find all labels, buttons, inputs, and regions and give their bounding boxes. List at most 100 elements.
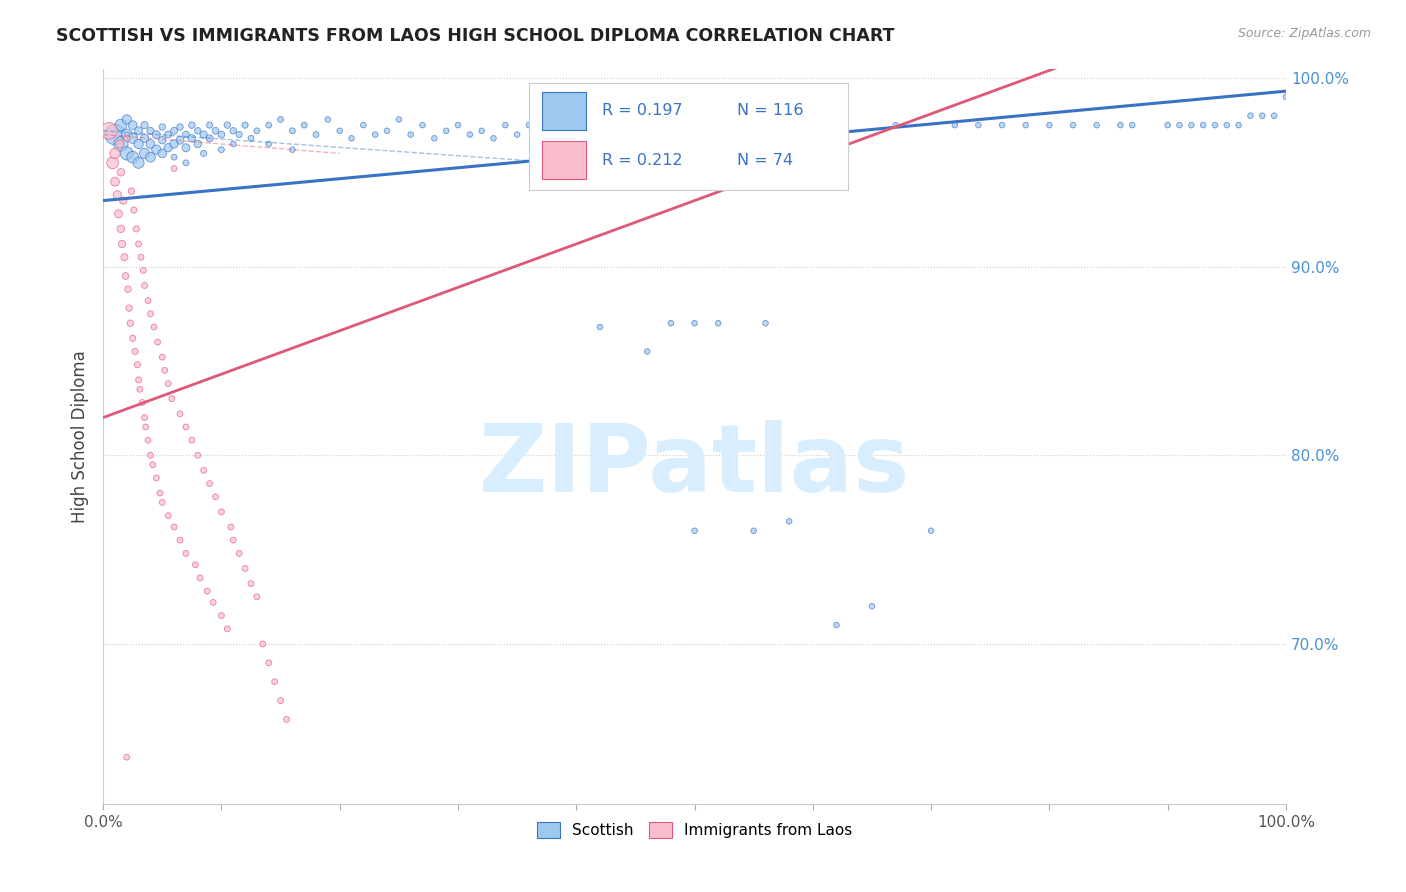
Point bbox=[127, 358, 149, 372]
Point bbox=[292, 118, 315, 132]
Point bbox=[778, 514, 800, 528]
Point bbox=[246, 590, 269, 604]
Point bbox=[1263, 109, 1285, 123]
Point bbox=[112, 250, 135, 264]
Point bbox=[110, 222, 132, 236]
Point bbox=[150, 120, 173, 134]
Point bbox=[471, 124, 494, 138]
Point bbox=[128, 237, 150, 252]
Point bbox=[131, 395, 153, 409]
Point bbox=[101, 156, 124, 170]
Point bbox=[1085, 118, 1108, 132]
Point bbox=[340, 131, 363, 145]
Point bbox=[217, 622, 239, 636]
Point bbox=[281, 143, 304, 157]
Point bbox=[150, 350, 173, 364]
Point bbox=[600, 118, 623, 132]
Point bbox=[139, 307, 162, 321]
Point bbox=[107, 207, 129, 221]
Point bbox=[174, 156, 197, 170]
Point bbox=[434, 124, 457, 138]
Point bbox=[108, 136, 131, 151]
Point bbox=[884, 118, 907, 132]
Point bbox=[305, 128, 328, 142]
Point bbox=[98, 124, 121, 138]
Point bbox=[198, 131, 221, 145]
Point bbox=[157, 128, 180, 142]
Point bbox=[494, 118, 516, 132]
Point bbox=[169, 120, 191, 134]
Point bbox=[115, 146, 138, 161]
Point bbox=[128, 124, 150, 138]
Point bbox=[195, 584, 218, 599]
Point bbox=[121, 150, 143, 164]
Point bbox=[114, 268, 136, 283]
Point bbox=[257, 656, 280, 670]
Point bbox=[202, 595, 225, 609]
Point bbox=[188, 571, 211, 585]
Point bbox=[128, 136, 150, 151]
Point bbox=[1109, 118, 1132, 132]
Point bbox=[136, 433, 159, 447]
Point bbox=[150, 495, 173, 509]
Point bbox=[125, 222, 148, 236]
Point bbox=[447, 118, 470, 132]
Point bbox=[128, 373, 150, 387]
Point bbox=[139, 150, 162, 164]
Point bbox=[142, 458, 165, 472]
Point bbox=[217, 118, 239, 132]
Point bbox=[257, 136, 280, 151]
Point bbox=[134, 410, 156, 425]
Point bbox=[1216, 118, 1239, 132]
Point bbox=[174, 546, 197, 560]
Point bbox=[257, 118, 280, 132]
Point bbox=[115, 128, 138, 142]
Y-axis label: High School Diploma: High School Diploma bbox=[72, 350, 89, 523]
Point bbox=[174, 141, 197, 155]
Point bbox=[193, 463, 215, 477]
Point bbox=[1038, 118, 1060, 132]
Point bbox=[1062, 118, 1084, 132]
Point bbox=[731, 118, 754, 132]
Point bbox=[146, 335, 169, 350]
Point bbox=[157, 508, 180, 523]
Point bbox=[506, 128, 529, 142]
Point bbox=[187, 124, 209, 138]
Point bbox=[160, 392, 183, 406]
Point bbox=[180, 433, 202, 447]
Point bbox=[145, 471, 167, 485]
Point bbox=[1227, 118, 1250, 132]
Point bbox=[128, 382, 150, 396]
Point bbox=[352, 118, 374, 132]
Point bbox=[263, 674, 285, 689]
Point bbox=[209, 608, 232, 623]
Point bbox=[150, 133, 173, 147]
Point bbox=[184, 558, 207, 572]
Point bbox=[329, 124, 352, 138]
Point bbox=[204, 490, 226, 504]
Point bbox=[198, 476, 221, 491]
Point bbox=[134, 131, 156, 145]
Point bbox=[149, 486, 172, 500]
Point bbox=[204, 124, 226, 138]
Point bbox=[411, 118, 433, 132]
Point bbox=[115, 131, 138, 145]
Point bbox=[233, 118, 256, 132]
Point bbox=[121, 118, 143, 132]
Point bbox=[163, 520, 186, 534]
Point bbox=[121, 331, 143, 345]
Point bbox=[659, 316, 682, 330]
Text: Source: ZipAtlas.com: Source: ZipAtlas.com bbox=[1237, 27, 1371, 40]
Point bbox=[1239, 109, 1261, 123]
Legend: Scottish, Immigrants from Laos: Scottish, Immigrants from Laos bbox=[531, 816, 858, 845]
Point bbox=[943, 118, 966, 132]
Point bbox=[143, 320, 166, 334]
Point bbox=[124, 344, 146, 359]
Point bbox=[157, 141, 180, 155]
Point bbox=[1275, 90, 1298, 104]
Point bbox=[613, 128, 636, 142]
Point bbox=[115, 112, 138, 127]
Point bbox=[110, 118, 132, 132]
Point bbox=[153, 363, 176, 377]
Point bbox=[104, 175, 127, 189]
